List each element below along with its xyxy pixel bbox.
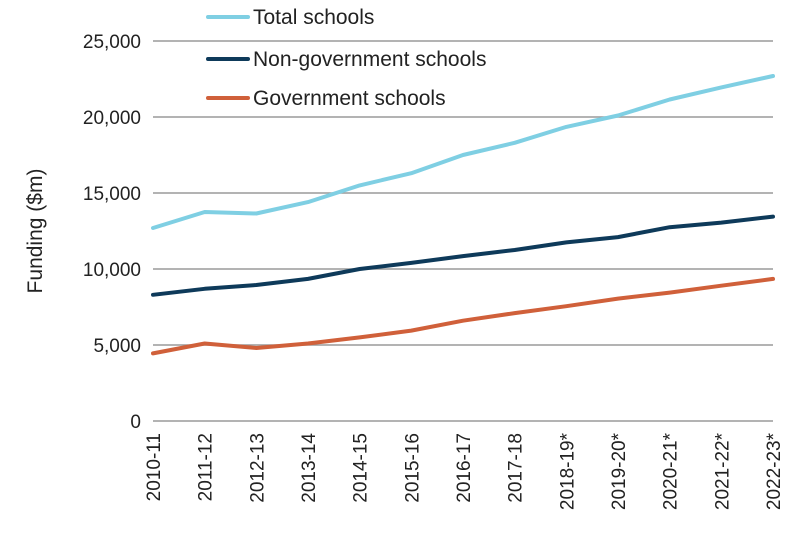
x-tick-label: 2010-11 [144,433,165,501]
x-tick-label: 2022-23* [764,432,785,510]
y-tick-label: 10,000 [83,260,141,281]
legend-label: Government schools [253,87,446,110]
y-tick-label: 25,000 [83,32,141,53]
y-tick-label: 0 [130,412,141,433]
legend-item: Non-government schools [206,48,486,71]
x-tick-label: 2020-21* [661,432,682,510]
x-tick-label: 2021-22* [712,432,733,510]
y-tick-label: 15,000 [83,184,141,205]
legend-label: Non-government schools [253,48,486,71]
x-tick-label: 2011-12 [196,433,217,501]
x-tick-label: 2016-17 [454,433,475,503]
y-tick-label: 20,000 [83,108,141,129]
gridlines [153,40,773,422]
x-axis-tick-labels: 2010-11 2011-12 2012-13 2013-14 2014-15 2015-… [144,432,785,510]
y-axis-title: Funding ($m) [24,169,47,294]
legend-item: Total schools [206,6,374,29]
x-tick-label: 2019-20* [609,432,630,510]
legend-label: Total schools [253,6,374,29]
x-tick-label: 2018-19* [557,432,578,510]
series-line-non-government-schools [151,214,775,297]
x-tick-label: 2017-18 [506,433,527,503]
x-tick-label: 2014-15 [351,433,372,503]
legend-item: Government schools [206,87,446,110]
y-tick-label: 5,000 [93,336,141,357]
x-tick-label: 2013-14 [299,433,320,503]
legend: Total schools Non-government schools Gover… [206,6,486,110]
x-tick-label: 2012-13 [247,433,268,503]
series-line-government-schools [151,276,775,356]
x-tick-label: 2015-16 [402,433,423,503]
series-lines [151,74,775,356]
y-axis-tick-labels: 0 5,000 10,000 15,000 20,000 25,000 [83,32,141,433]
